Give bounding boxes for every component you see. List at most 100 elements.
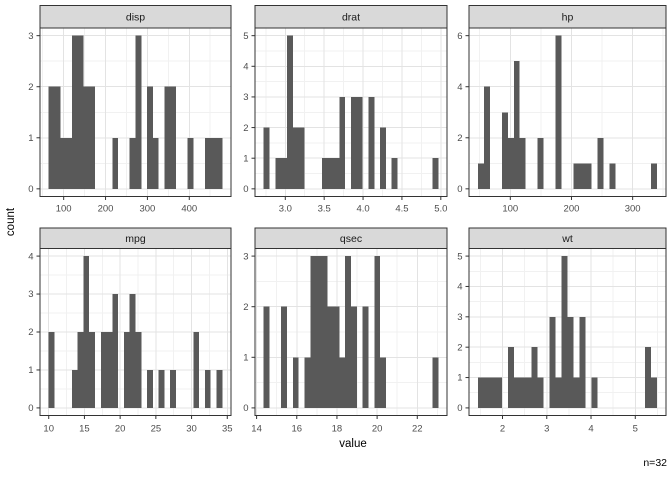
facet-strip [254,5,448,29]
sample-size-annotation: n=32 [643,457,667,469]
histogram-bar [210,137,217,189]
x-tick-label: 4.5 [395,204,408,215]
histogram-bar [129,137,136,189]
histogram-bar [158,369,165,408]
histogram-bar [129,294,136,408]
y-tick-label: 6 [457,31,462,42]
histogram-bar [519,137,526,189]
histogram-bar [345,256,351,408]
x-tick-label: 5 [633,424,638,435]
y-tick-label: 3 [457,312,462,323]
x-tick-label: 10 [43,424,54,435]
x-tick-label: 2 [500,424,505,435]
histogram-bar [89,86,95,189]
histogram-bar [48,86,55,189]
facet-strip-label: drat [342,11,360,23]
histogram-bar [287,35,293,189]
histogram-bar [501,112,508,189]
y-tick-label: 4 [457,82,462,93]
histogram-bar [60,137,67,189]
histogram-bar [164,86,171,189]
histogram-bar [351,96,357,189]
histogram-bar [263,127,270,189]
histogram-bar [316,256,322,408]
histogram-bars [48,256,223,408]
histogram-bar [216,369,223,408]
histogram-bar [537,377,544,408]
facet-strip [468,227,667,249]
histogram-bar [579,163,586,189]
histogram-bar [489,377,496,408]
histogram-bar [432,158,439,189]
x-tick-label: 3.0 [279,204,292,215]
histogram-bar [310,256,317,408]
histogram-bar [100,332,107,408]
histogram-bar [298,127,305,189]
y-tick-label: 5 [457,251,462,262]
x-tick-label: 20 [372,424,383,435]
x-tick-label: 16 [291,424,302,435]
x-tick-label: 35 [222,424,233,435]
histogram-bar [204,369,211,408]
y-tick-label: 4 [243,61,248,72]
y-tick-label: 2 [243,123,248,134]
histogram-bar [513,61,520,189]
facet-strip-label: qsec [340,233,362,245]
facet-panel-qsec: qsec 14 16 18 20 22 0 1 2 3 [243,227,448,435]
histogram-bar [112,137,119,189]
histogram-bar [216,137,223,189]
x-tick-label: 400 [181,204,197,215]
histogram-bar [561,256,568,408]
x-tick-label: 14 [251,424,262,435]
x-tick-label: 200 [98,204,114,215]
facet-strip-label: disp [126,11,145,23]
x-axis-title: value [339,438,367,450]
histogram-bar [585,163,592,189]
histogram-bar [281,158,287,189]
histogram-bar [275,158,282,189]
x-tick-label: 100 [502,204,518,215]
histogram-bar [292,127,299,189]
x-tick-label: 3.5 [318,204,331,215]
histogram-bar [152,137,159,189]
histogram-bar [507,137,514,189]
x-tick-label: 5.0 [434,204,447,215]
histogram-bar [135,35,142,189]
histogram-bar [321,158,328,189]
histogram-bar [567,316,574,408]
histogram-bar [135,332,142,408]
facet-panel-mpg: mpg 10 15 20 25 30 35 0 1 2 3 4 [28,227,233,435]
facet-panel-hp: hp 100 200 300 0 2 4 6 [457,5,667,215]
histogram-bar [54,86,61,189]
facet-panel-disp: disp 100 200 300 400 0 1 2 3 [28,5,232,215]
facet-panel-wt: wt 2 3 4 5 0 1 2 3 4 5 [457,227,667,435]
x-tick-label: 25 [151,424,162,435]
histogram-bar [597,137,604,189]
histogram-bars [263,256,439,408]
histogram-bars [477,256,658,408]
histogram-bar [339,357,346,408]
histogram-bar [477,163,484,189]
facet-strip-label: mpg [125,233,146,245]
y-tick-label: 2 [457,133,462,144]
facet-strip [254,227,448,249]
histogram-bar [147,369,153,408]
histogram-bar [579,316,586,408]
histogram-bar [333,306,340,408]
y-tick-label: 0 [243,403,248,414]
y-tick-label: 1 [243,353,248,364]
histogram-bar [71,369,78,408]
x-tick-label: 200 [564,204,580,215]
y-tick-label: 1 [28,365,33,376]
histogram-bar [321,256,328,408]
histogram-bar [89,332,95,408]
y-tick-label: 2 [28,327,33,338]
y-tick-label: 3 [28,289,33,300]
histogram-bar [304,357,311,408]
facet-strip [39,227,232,249]
y-tick-label: 2 [28,82,33,93]
histogram-bar [609,163,616,189]
histogram-bar [651,163,658,189]
histogram-bar [537,137,544,189]
